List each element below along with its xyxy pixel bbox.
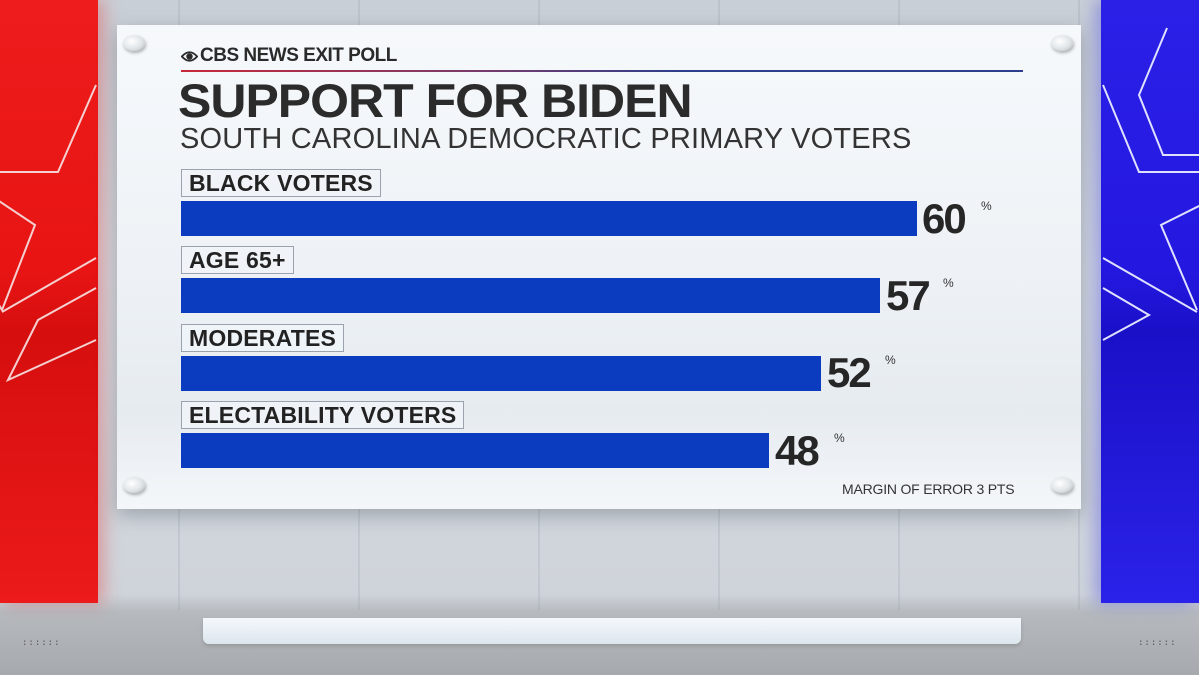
percent-sign: % <box>885 353 896 367</box>
margin-of-error-note: MARGIN OF ERROR 3 PTS <box>842 481 1015 497</box>
cbs-eye-logo-icon <box>181 50 198 62</box>
value-label: 52 <box>827 349 872 396</box>
bar-electability-voters <box>181 433 769 468</box>
bar-age-65-plus <box>181 278 880 313</box>
floor-vent-left: :::::: <box>22 638 61 648</box>
category-label: BLACK VOTERS <box>181 169 381 197</box>
mount-bolt-icon <box>123 35 145 51</box>
brand-header: CBS NEWS EXIT POLL <box>181 45 397 67</box>
right-blue-star-panel <box>1101 0 1199 603</box>
category-label: AGE 65+ <box>181 246 294 274</box>
value-label: 57 <box>886 272 931 319</box>
star-outline-icon <box>0 84 97 383</box>
percent-sign: % <box>981 199 992 213</box>
studio-ledge <box>203 618 1021 644</box>
mount-bolt-icon <box>1051 35 1073 51</box>
floor-vent-right: :::::: <box>1138 638 1177 648</box>
percent-sign: % <box>943 276 954 290</box>
star-outline-icon <box>1102 27 1199 341</box>
value-label: 60 <box>922 195 967 242</box>
bar-black-voters <box>181 201 917 236</box>
value-label: 48 <box>775 427 820 474</box>
brand-text: CBS NEWS EXIT POLL <box>200 45 397 66</box>
bar-moderates <box>181 356 821 391</box>
category-label: ELECTABILITY VOTERS <box>181 401 465 429</box>
header-rule <box>181 70 1023 72</box>
chart-subtitle: SOUTH CAROLINA DEMOCRATIC PRIMARY VOTERS <box>180 123 912 155</box>
mount-bolt-icon <box>1051 477 1073 493</box>
chart-title: SUPPORT FOR BIDEN <box>178 74 693 128</box>
percent-sign: % <box>834 431 845 445</box>
left-red-star-panel <box>0 0 98 603</box>
category-label: MODERATES <box>181 324 345 352</box>
mount-bolt-icon <box>123 477 145 493</box>
